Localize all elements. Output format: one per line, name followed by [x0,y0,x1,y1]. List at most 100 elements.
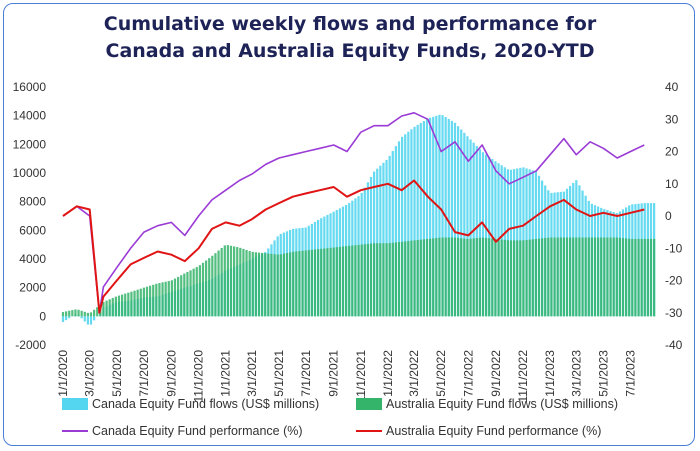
australia-flows-bar [394,242,397,317]
australia-flows-bar [96,307,99,317]
australia-flows-bar [640,238,643,317]
australia-flows-bar [276,254,279,317]
australia-flows-bar [307,250,310,317]
australia-flows-bar [273,254,276,317]
canada-flows-bar [441,115,444,317]
australia-flows-bar [320,248,323,317]
australia-flows-bar [581,237,584,317]
australia-flows-bar [422,239,425,317]
canada-flows-bar [83,316,86,322]
legend-swatch [62,398,88,410]
x-tick-label: 3/1/2021 [245,350,259,397]
australia-flows-bar [447,237,450,317]
x-tick-label: 7/1/2023 [624,350,638,397]
left-y-tick-label: 6000 [19,223,46,237]
canada-flows-bar [447,118,450,317]
australia-flows-bar [376,243,379,317]
canada-flows-bar [481,152,485,317]
canada-flows-bar [466,136,469,317]
australia-flows-bar [609,237,612,317]
australia-flows-bar [513,240,516,317]
australia-flows-bar [211,255,214,317]
australia-flows-bar [357,244,360,317]
canada-flows-bar [416,124,419,317]
left-y-tick-label: 8000 [19,195,46,209]
australia-flows-bar [323,248,326,317]
canada-flows-bar [394,146,397,317]
australia-flows-bar [444,237,447,317]
x-tick-label: 3/1/2022 [407,350,421,397]
australia-flows-bar [155,283,158,317]
x-tick-label: 7/1/2021 [299,350,313,397]
australia-flows-bar [494,238,497,317]
australia-flows-bar [332,247,335,317]
canada-flows-bar [475,145,478,317]
australia-flows-bar [317,249,320,317]
australia-flows-bar [537,238,541,317]
australia-flows-bar [466,238,469,317]
australia-flows-bar [653,238,656,317]
australia-flows-bar [634,238,637,317]
australia-flows-bar [282,253,285,317]
australia-flows-bar [93,309,96,317]
canada-flows-bar [68,316,71,319]
australia-flows-bar [457,237,460,317]
canada-flows-bar [397,141,401,317]
australia-flows-bar [304,250,307,317]
australia-flows-bar [547,237,550,317]
australia-flows-bar [329,247,332,317]
australia-flows-bar [597,237,600,317]
australia-flows-bar [248,251,251,317]
right-y-tick-label: -40 [665,338,683,352]
canada-flows-bar [391,151,394,317]
australia-flows-bar [584,237,587,317]
canada-flows-bar [404,134,407,317]
australia-flows-bar [637,238,640,317]
canada-flows-bar [413,126,416,317]
australia-flows-bar [86,312,89,317]
legend-label: Australia Equity Fund performance (%) [386,424,601,438]
australia-flows-bar [625,238,628,317]
australia-flows-bar [469,238,472,317]
australia-flows-bar [553,237,556,317]
australia-flows-bar [105,300,108,317]
australia-flows-bar [71,310,74,317]
australia-flows-bar [149,285,152,317]
canada-flows-bar [460,129,463,317]
x-tick-label: 3/1/2023 [569,350,583,397]
australia-flows-bar [301,250,304,317]
left-y-tick-label: 4000 [19,252,46,266]
australia-flows-bar [435,238,438,317]
australia-flows-bar [643,238,646,317]
left-y-axis: -2000 0 2000 4000 6000 8000 10000 12000 14000 160… [13,80,47,352]
australia-flows-bar [345,246,348,317]
australia-flows-bar [606,237,609,317]
australia-flows-bar [569,237,572,317]
australia-flows-bar [152,284,155,317]
x-tick-label: 1/1/2022 [381,350,395,397]
australia-flows-bar [528,239,531,317]
australia-flows-bar [481,237,485,317]
australia-flows-bar [164,281,167,317]
australia-flows-bar [485,237,488,317]
australia-flows-bar [68,310,71,317]
australia-flows-bar [531,239,534,317]
australia-flows-bar [413,240,416,317]
australia-flows-bar [180,275,183,317]
legend-label: Canada Equity Fund flows (US$ millions) [92,397,319,411]
australia-flows-bar [441,237,444,317]
australia-flows-bar [621,238,625,317]
australia-flows-bar [121,294,124,317]
australia-flows-bar [338,246,341,317]
australia-flows-bar [239,247,242,317]
canada-flows-bar [494,161,497,317]
australia-flows-bar [562,237,565,317]
left-y-tick-label: -2000 [15,338,46,352]
australia-flows-bar [410,240,413,317]
australia-flows-bar [416,240,419,317]
canada-flows-bar [429,117,432,317]
australia-flows-bar [519,240,522,317]
australia-flows-bar [89,312,93,317]
canada-flows-bar [410,129,413,317]
canada-performance-line [62,112,645,314]
